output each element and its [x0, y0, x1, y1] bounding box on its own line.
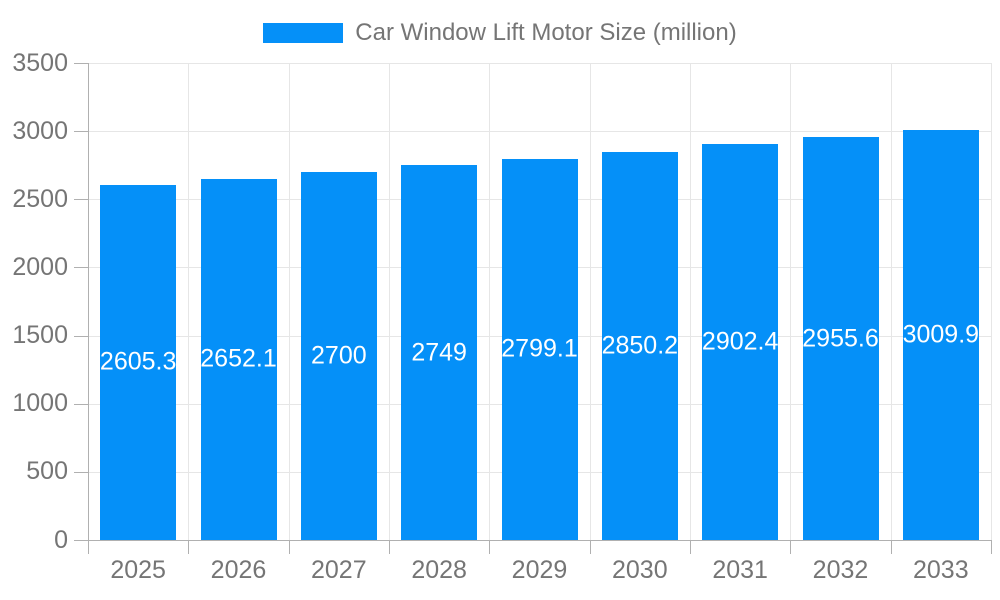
x-tick	[389, 540, 390, 554]
bar-value-label: 2700	[311, 341, 367, 370]
bar-value-label: 3009.9	[902, 320, 980, 349]
x-boundary-gridline	[489, 63, 491, 540]
y-tick	[74, 63, 88, 64]
y-gridline	[88, 63, 991, 64]
x-boundary-gridline	[991, 63, 992, 540]
y-tick-label: 0	[54, 525, 68, 554]
bar-value-label: 2605.3	[99, 347, 177, 376]
y-tick	[74, 540, 88, 541]
bar-2026[interactable]: 2652.1	[200, 178, 277, 540]
x-boundary-gridline	[690, 63, 691, 540]
x-tick-label-2025: 2025	[110, 556, 166, 584]
x-tick	[991, 540, 992, 554]
x-boundary-gridline	[188, 63, 190, 540]
x-tick	[790, 540, 792, 554]
y-tick-label: 2500	[12, 184, 68, 213]
y-axis-line	[88, 63, 89, 540]
x-tick	[890, 540, 892, 554]
plot-area: 0 500 1000 1500 2000 2500 3000 3500 2605.3 2025 26…	[12, 50, 992, 583]
bar-2030[interactable]: 2850.2	[601, 151, 679, 540]
y-tick	[74, 267, 88, 269]
x-tick	[489, 540, 491, 554]
x-tick-label-2030: 2030	[612, 556, 668, 584]
bar-value-label: 2902.4	[701, 327, 779, 356]
y-tick-label: 1500	[12, 321, 68, 350]
y-tick	[74, 471, 88, 473]
x-boundary-gridline	[389, 63, 390, 540]
y-gridline	[88, 131, 991, 133]
y-tick-label: 2000	[12, 252, 68, 281]
x-tick-label-2029: 2029	[511, 556, 568, 584]
legend[interactable]: Car Window Lift Motor Size (million)	[0, 20, 1000, 46]
x-tick	[690, 540, 691, 554]
y-tick	[74, 131, 88, 133]
x-tick	[589, 540, 591, 554]
bar-2033[interactable]: 3009.9	[902, 129, 980, 540]
y-tick-label: 500	[26, 457, 68, 486]
bar-value-label: 2652.1	[200, 344, 277, 373]
x-boundary-gridline	[589, 63, 591, 540]
legend-label: Car Window Lift Motor Size (million)	[355, 19, 737, 46]
legend-swatch	[263, 23, 344, 43]
bar-2025[interactable]: 2605.3	[99, 184, 177, 540]
x-tick-label-2028: 2028	[411, 556, 467, 584]
y-tick-label: 1000	[12, 389, 68, 418]
x-boundary-gridline	[890, 63, 892, 540]
bar-2027[interactable]: 2700	[300, 172, 377, 540]
bar-value-label: 2749	[411, 338, 467, 367]
x-boundary-gridline	[790, 63, 792, 540]
bar-value-label: 2850.2	[601, 331, 679, 360]
bar-value-label: 2955.6	[802, 324, 879, 353]
y-tick	[74, 335, 88, 337]
y-tick-label: 3500	[12, 48, 68, 77]
bar-2029[interactable]: 2799.1	[501, 158, 578, 540]
bar-2032[interactable]: 2955.6	[802, 137, 879, 540]
y-tick-label: 3000	[12, 116, 68, 145]
y-tick	[74, 199, 88, 201]
x-boundary-gridline	[288, 63, 290, 540]
bar-2028[interactable]: 2749	[401, 165, 478, 540]
bar-2031[interactable]: 2902.4	[702, 144, 778, 540]
x-tick-label-2033: 2033	[913, 556, 969, 584]
x-tick-label-2026: 2026	[210, 556, 267, 584]
x-tick-label-2032: 2032	[812, 556, 869, 584]
x-tick	[188, 540, 190, 554]
x-tick	[88, 540, 89, 554]
x-tick-label-2027: 2027	[311, 556, 367, 584]
x-tick	[288, 540, 290, 554]
y-gridline	[88, 540, 991, 541]
x-tick-label-2031: 2031	[712, 556, 768, 584]
y-tick	[74, 403, 88, 405]
bar-value-label: 2799.1	[501, 334, 578, 363]
